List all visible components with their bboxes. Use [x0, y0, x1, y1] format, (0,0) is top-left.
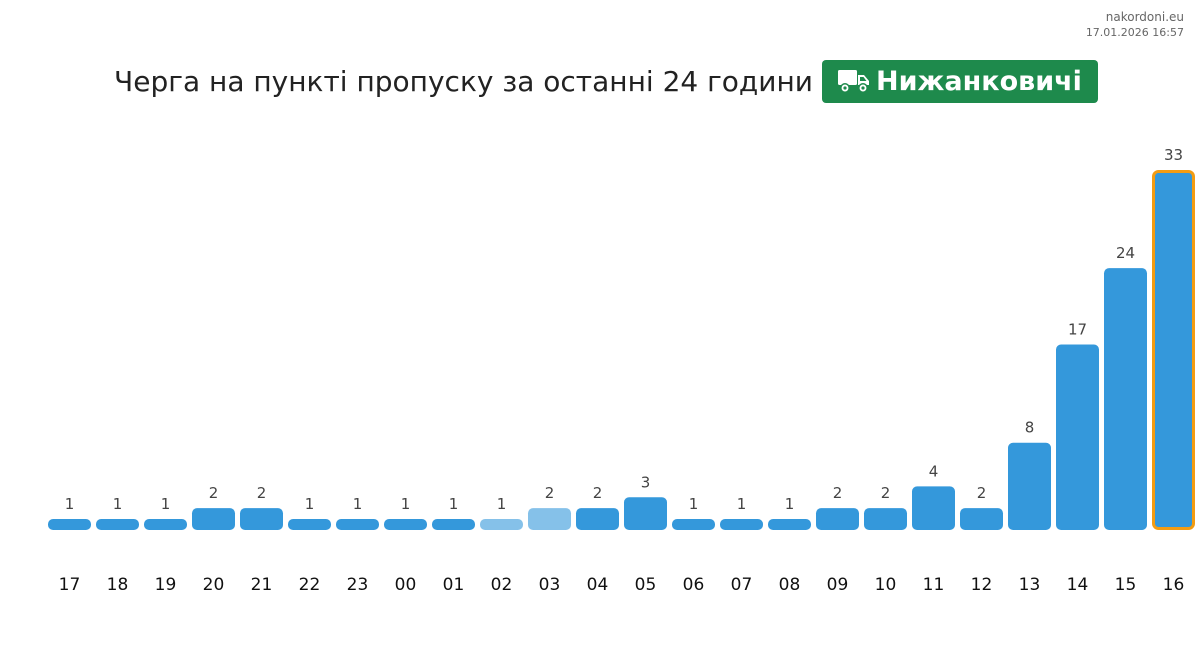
- bar-13[interactable]: [1008, 442, 1051, 530]
- bar-20[interactable]: [192, 508, 235, 530]
- x-tick-label-04: 04: [587, 575, 609, 595]
- bar-22[interactable]: [288, 519, 331, 530]
- x-tick-label-05: 05: [635, 575, 657, 595]
- value-label-10: 2: [881, 484, 891, 502]
- bar-03[interactable]: [528, 508, 571, 530]
- value-label-01: 1: [449, 495, 459, 513]
- bar-10[interactable]: [864, 508, 907, 530]
- x-tick-label-16: 16: [1163, 575, 1185, 595]
- value-label-16: 33: [1164, 146, 1183, 164]
- value-label-08: 1: [785, 495, 795, 513]
- value-label-02: 1: [497, 495, 507, 513]
- value-label-00: 1: [401, 495, 411, 513]
- bar-01[interactable]: [432, 519, 475, 530]
- x-tick-label-12: 12: [971, 575, 993, 595]
- x-tick-label-08: 08: [779, 575, 801, 595]
- x-tick-label-07: 07: [731, 575, 753, 595]
- value-label-11: 4: [929, 462, 939, 480]
- chart-title: Черга на пункті пропуску за останні 24 г…: [114, 64, 813, 98]
- metadata: nakordoni.eu 17.01.2026 16:57: [1086, 9, 1184, 40]
- x-tick-label-01: 01: [443, 575, 465, 595]
- bar-17[interactable]: [48, 519, 91, 530]
- x-tick-label-21: 21: [251, 575, 273, 595]
- x-tick-label-18: 18: [107, 575, 129, 595]
- x-tick-label-23: 23: [347, 575, 369, 595]
- value-label-15: 24: [1116, 244, 1135, 262]
- value-label-14: 17: [1068, 321, 1087, 339]
- site-name: nakordoni.eu: [1105, 10, 1184, 24]
- x-tick-label-06: 06: [683, 575, 705, 595]
- x-tick-label-11: 11: [923, 575, 945, 595]
- bar-04[interactable]: [576, 508, 619, 530]
- x-tick-label-09: 09: [827, 575, 849, 595]
- value-label-09: 2: [833, 484, 843, 502]
- bar-21[interactable]: [240, 508, 283, 530]
- x-tick-label-14: 14: [1067, 575, 1089, 595]
- x-tick-label-13: 13: [1019, 575, 1041, 595]
- bar-07[interactable]: [720, 519, 763, 530]
- value-label-20: 2: [209, 484, 219, 502]
- bar-11[interactable]: [912, 486, 955, 530]
- bar-18[interactable]: [96, 519, 139, 530]
- x-tick-label-22: 22: [299, 575, 321, 595]
- value-label-05: 3: [641, 473, 651, 491]
- value-label-13: 8: [1025, 419, 1035, 437]
- bar-16[interactable]: [1152, 170, 1195, 530]
- bar-09[interactable]: [816, 508, 859, 530]
- x-tick-label-20: 20: [203, 575, 225, 595]
- value-label-19: 1: [161, 495, 171, 513]
- value-label-12: 2: [977, 484, 987, 502]
- bar-05[interactable]: [624, 497, 667, 530]
- checkpoint-badge: Нижанковичі: [822, 59, 1098, 103]
- bar-00[interactable]: [384, 519, 427, 530]
- truck-icon: [838, 70, 869, 93]
- value-label-04: 2: [593, 484, 603, 502]
- bar-12[interactable]: [960, 508, 1003, 530]
- bar-19[interactable]: [144, 519, 187, 530]
- value-label-18: 1: [113, 495, 123, 513]
- value-label-17: 1: [65, 495, 75, 513]
- value-label-23: 1: [353, 495, 363, 513]
- x-tick-label-02: 02: [491, 575, 513, 595]
- x-tick-label-19: 19: [155, 575, 177, 595]
- bar-06[interactable]: [672, 519, 715, 530]
- x-tick-label-10: 10: [875, 575, 897, 595]
- timestamp: 17.01.2026 16:57: [1085, 26, 1184, 39]
- chart-header: Черга на пункті пропуску за останні 24 г…: [0, 59, 1200, 103]
- checkpoint-name: Нижанковичі: [876, 65, 1082, 97]
- value-label-22: 1: [305, 495, 315, 513]
- x-tick-label-15: 15: [1115, 575, 1137, 595]
- bar-14[interactable]: [1056, 344, 1099, 530]
- value-label-06: 1: [689, 495, 699, 513]
- bar-23[interactable]: [336, 519, 379, 530]
- value-label-07: 1: [737, 495, 747, 513]
- value-label-21: 2: [257, 484, 267, 502]
- x-tick-label-00: 00: [395, 575, 417, 595]
- x-tick-label-17: 17: [59, 575, 81, 595]
- value-label-03: 2: [545, 484, 555, 502]
- bar-15[interactable]: [1104, 268, 1147, 530]
- bar-08[interactable]: [768, 519, 811, 530]
- x-tick-label-03: 03: [539, 575, 561, 595]
- bar-02[interactable]: [480, 519, 523, 530]
